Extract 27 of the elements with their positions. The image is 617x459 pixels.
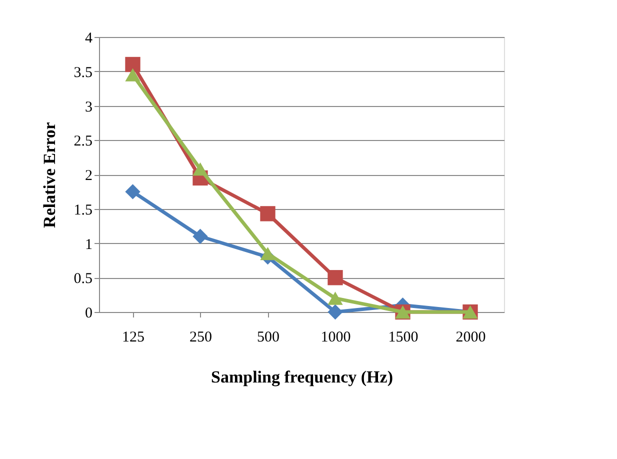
y-tick-label: 0.5 bbox=[74, 271, 92, 288]
x-axis-title: Sampling frequency (Hz) bbox=[211, 368, 393, 386]
point bbox=[260, 246, 276, 260]
point bbox=[192, 162, 208, 176]
y-tick-label: 2.5 bbox=[74, 134, 92, 150]
y-tick-label: 3.5 bbox=[74, 64, 92, 81]
point bbox=[260, 206, 276, 222]
point bbox=[125, 56, 140, 72]
x-tick-label: 250 bbox=[190, 330, 212, 346]
point bbox=[328, 304, 343, 320]
y-tick-label: 0 bbox=[85, 306, 92, 322]
y-tick-label: 1.5 bbox=[74, 202, 92, 218]
x-tick-label: 1500 bbox=[388, 330, 418, 346]
y-axis-title: Relative Error bbox=[40, 122, 59, 228]
y-tick-label: 3 bbox=[85, 99, 92, 116]
point bbox=[328, 270, 343, 286]
y-tick-label: 4 bbox=[85, 30, 93, 46]
x-tick-label: 2000 bbox=[456, 330, 486, 346]
x-tick-label: 500 bbox=[257, 330, 280, 346]
point bbox=[192, 228, 208, 244]
point bbox=[125, 184, 140, 200]
point bbox=[125, 68, 140, 82]
x-tick-label: 125 bbox=[122, 330, 144, 346]
y-tick-label: 1 bbox=[85, 236, 92, 253]
x-tick-label: 1000 bbox=[320, 330, 351, 346]
y-tick-label: 2 bbox=[85, 168, 92, 184]
point bbox=[328, 292, 343, 305]
